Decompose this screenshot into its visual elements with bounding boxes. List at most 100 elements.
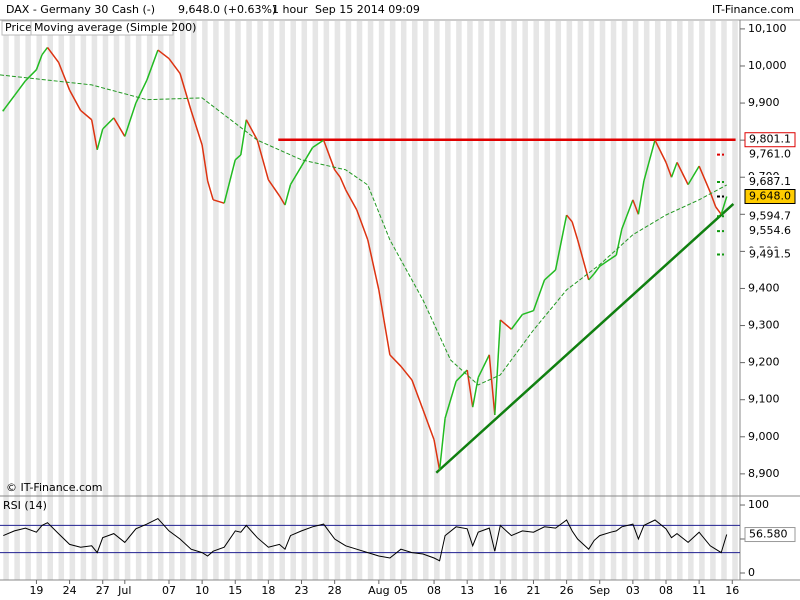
stripe <box>268 21 274 580</box>
price-segment <box>471 377 479 408</box>
x-tick-label: 18 <box>261 584 275 597</box>
stripe <box>47 21 54 580</box>
price-segment <box>599 258 612 267</box>
level-line <box>435 202 735 474</box>
day-stripes <box>3 21 738 580</box>
value-label: 56.580 <box>749 528 788 541</box>
level-label: 9,594.7 <box>749 209 791 222</box>
x-tick-label: Jul <box>117 584 131 597</box>
stripe <box>434 21 440 580</box>
stripe <box>290 21 296 580</box>
x-tick-label: 07 <box>162 584 176 597</box>
price-segment <box>665 162 673 178</box>
stripe <box>312 21 319 580</box>
price-segment <box>676 162 689 185</box>
stripe <box>91 21 98 580</box>
legend-label: Moving average (Simple 200) <box>34 21 196 34</box>
price-segment <box>499 319 512 330</box>
x-tick-label: 05 <box>394 584 408 597</box>
x-tick-label: 16 <box>725 584 739 597</box>
stripe <box>566 21 573 580</box>
level-box <box>744 132 796 148</box>
price-segment <box>455 369 468 382</box>
y-tick-label: 8,900 <box>748 467 780 480</box>
stripe <box>710 21 716 580</box>
level-box <box>745 175 795 190</box>
price-segment <box>637 180 645 215</box>
level-label: 9,801.1 <box>749 133 791 146</box>
stripe <box>124 21 131 580</box>
y-tick-label: 9,400 <box>748 281 780 294</box>
x-tick-label: Sep <box>589 584 610 597</box>
price-segment <box>46 46 60 63</box>
stripe <box>323 21 330 580</box>
stripe <box>389 21 396 580</box>
price-segment <box>135 79 148 104</box>
price-segment <box>566 214 573 223</box>
price-segment <box>124 102 137 137</box>
stripe <box>235 21 241 580</box>
stripe <box>25 21 31 580</box>
price-segment <box>389 354 402 367</box>
panel-label: RSI (14) <box>3 499 47 512</box>
timestamp: Sep 15 2014 09:09 <box>315 3 420 16</box>
x-tick-label: 26 <box>560 584 574 597</box>
price-segment <box>223 159 236 204</box>
stripe <box>202 21 208 580</box>
legend-box <box>30 20 174 36</box>
price-segment <box>68 89 82 111</box>
stripe <box>478 21 484 580</box>
price-segment <box>367 239 380 291</box>
price-segment <box>621 199 634 230</box>
stripe <box>654 21 661 580</box>
price-segment <box>615 228 623 256</box>
price-segment <box>632 199 640 215</box>
price-segment <box>80 109 93 121</box>
stripe <box>533 21 539 580</box>
stripe <box>467 21 473 580</box>
x-tick-label: 08 <box>427 584 441 597</box>
price-segment <box>422 409 435 441</box>
price-segment <box>245 119 259 141</box>
price-segment <box>278 195 286 206</box>
price-segment <box>544 269 557 281</box>
timeframe: 1 hour <box>272 3 308 16</box>
price-segment <box>13 80 27 97</box>
price-segment <box>35 54 43 70</box>
stripe <box>721 21 727 580</box>
stripe <box>445 21 451 580</box>
stripe <box>69 21 76 580</box>
level-box <box>744 189 796 205</box>
stripe <box>400 21 407 580</box>
stripe <box>500 21 506 580</box>
price-segment <box>284 184 292 206</box>
price-segment <box>90 119 98 150</box>
y-tick-label: 9,000 <box>748 430 780 443</box>
stripe <box>621 21 628 580</box>
price-segment <box>289 165 303 186</box>
stripe <box>135 21 142 580</box>
price-segment <box>477 354 490 378</box>
stripe <box>113 21 120 580</box>
price-segment <box>157 49 170 60</box>
price-segment <box>522 309 534 316</box>
price-segment <box>300 147 314 167</box>
level-box <box>745 247 795 262</box>
y-tick-label: 0 <box>748 566 755 579</box>
price-segment <box>571 221 579 241</box>
price-segment <box>687 165 700 186</box>
stripe <box>544 21 551 580</box>
x-tick-label: 27 <box>96 584 110 597</box>
stripe <box>666 21 672 580</box>
x-tick-label: Aug <box>368 584 389 597</box>
x-tick-label: 11 <box>692 584 706 597</box>
price-segment <box>709 191 717 208</box>
x-tick-label: 16 <box>493 584 507 597</box>
stripe <box>511 21 517 580</box>
x-tick-label: 23 <box>295 584 309 597</box>
price-segment <box>267 179 281 197</box>
price-segment <box>510 313 524 330</box>
price-segment <box>576 239 590 281</box>
level-label: 9,648.0 <box>749 190 791 203</box>
price-segment <box>96 128 104 150</box>
